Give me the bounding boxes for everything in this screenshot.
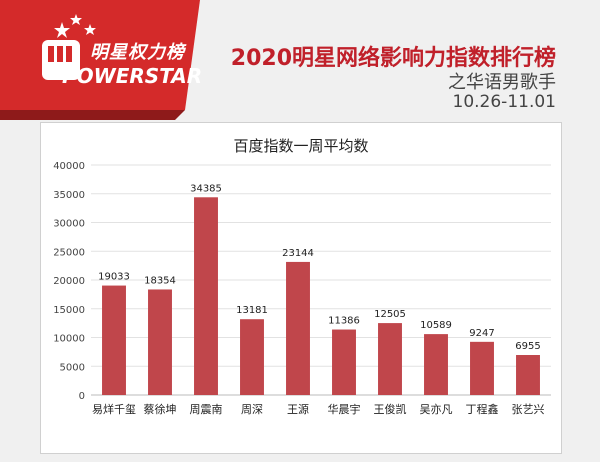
logo-background <box>0 0 200 110</box>
bar <box>332 329 356 395</box>
chart-panel: 百度指数一周平均数 0 5000 10000 15000 20000 25000 30000… <box>40 122 562 454</box>
y-tick-label: 30000 <box>53 219 85 230</box>
y-tick-label: 10000 <box>53 334 85 345</box>
bar <box>516 355 540 395</box>
y-tick-label: 25000 <box>53 247 85 258</box>
x-tick-label: 华晨宇 <box>328 402 361 416</box>
data-label: 6955 <box>515 341 540 352</box>
bar <box>148 289 172 395</box>
y-tick-label: 20000 <box>53 276 85 287</box>
bar <box>194 197 218 395</box>
x-tick-label: 周震南 <box>190 403 223 416</box>
y-tick-label: 15000 <box>53 305 85 316</box>
fist-icon <box>42 40 80 80</box>
x-tick-label: 周深 <box>241 403 263 416</box>
chart-title: 百度指数一周平均数 <box>233 137 368 155</box>
data-label: 9247 <box>469 328 494 339</box>
bar <box>378 323 402 395</box>
y-tick-label: 5000 <box>60 362 85 373</box>
data-label: 23144 <box>282 248 314 259</box>
logo-english-text: POWERSTAR <box>62 64 203 88</box>
logo-chinese-text: 明星权力榜 <box>90 42 185 63</box>
page-title: 2020明星网络影响力指数排行榜 <box>230 46 556 71</box>
y-tick-label: 35000 <box>53 190 85 201</box>
bar <box>470 341 494 395</box>
date-range: 10.26-11.01 <box>452 92 556 112</box>
data-label: 13181 <box>236 305 268 316</box>
x-tick-label: 蔡徐坤 <box>144 402 177 416</box>
data-label: 11386 <box>328 316 360 327</box>
page-subtitle: 之华语男歌手 <box>448 72 556 93</box>
bar <box>286 261 310 395</box>
x-tick-label: 王源 <box>287 402 309 416</box>
header-banner <box>0 0 200 120</box>
star-icons <box>54 14 96 38</box>
x-tick-label: 易烊千玺 <box>92 402 136 416</box>
x-tick-label: 张艺兴 <box>512 403 545 416</box>
data-label: 34385 <box>190 183 222 194</box>
y-tick-label: 40000 <box>53 161 85 172</box>
bar <box>424 334 448 395</box>
x-tick-label: 丁程鑫 <box>466 402 499 416</box>
bar <box>102 285 126 395</box>
x-tick-label: 王俊凯 <box>374 402 407 416</box>
data-label: 19033 <box>98 272 130 283</box>
data-label: 18354 <box>144 275 176 286</box>
data-label: 12505 <box>374 309 406 320</box>
y-tick-label: 0 <box>79 391 85 402</box>
bar <box>240 319 264 395</box>
bar-chart: 百度指数一周平均数 0 5000 10000 15000 20000 25000 30000… <box>53 137 551 416</box>
data-label: 10589 <box>420 320 452 331</box>
x-tick-label: 吴亦凡 <box>420 402 453 416</box>
